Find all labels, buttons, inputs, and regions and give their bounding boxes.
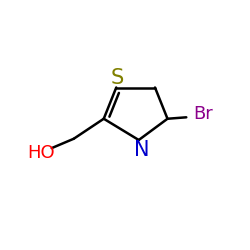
Text: S: S	[110, 68, 124, 88]
Text: HO: HO	[28, 144, 55, 162]
Text: N: N	[134, 140, 149, 160]
Text: Br: Br	[193, 105, 213, 123]
